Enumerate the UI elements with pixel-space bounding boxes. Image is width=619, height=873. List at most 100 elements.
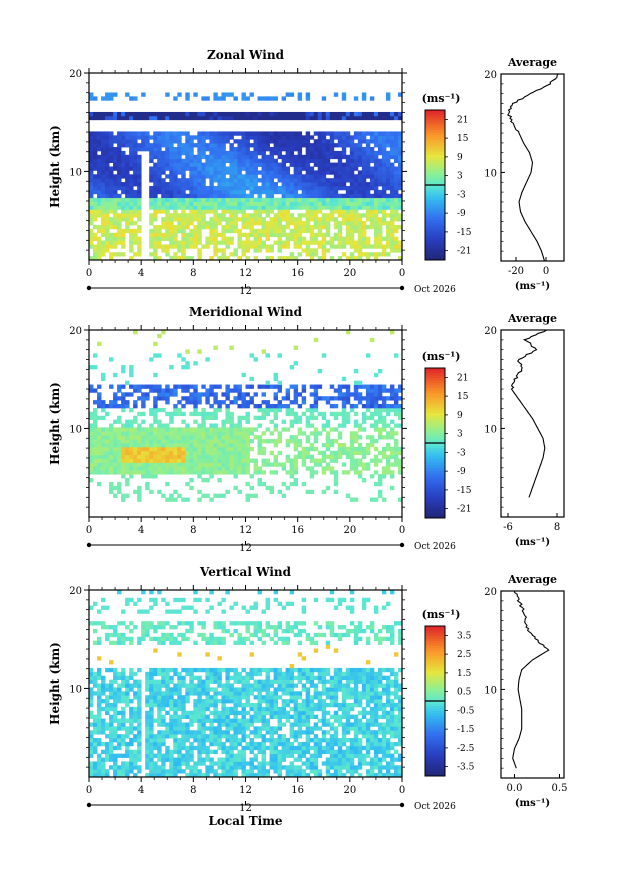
- heatmap-cell: [141, 400, 146, 405]
- heatmap-cell: [293, 442, 299, 448]
- heatmap-cell: [293, 435, 299, 440]
- heatmap-cell: [277, 236, 283, 241]
- heatmap-cell: [133, 691, 138, 696]
- heatmap-cell: [161, 714, 166, 719]
- heatmap-cell: [157, 333, 162, 339]
- heatmap-cell: [361, 178, 367, 183]
- heatmap-cell: [261, 431, 266, 436]
- heatmap-cell: [389, 384, 395, 389]
- heatmap-cell: [165, 609, 170, 614]
- heatmap-cell: [309, 232, 315, 238]
- heatmap-cell: [197, 734, 202, 739]
- heatmap-cell: [165, 213, 170, 218]
- heatmap-cell: [241, 115, 246, 121]
- heatmap-cell: [329, 111, 335, 117]
- heatmap-cell: [217, 150, 222, 156]
- heatmap-cell: [121, 205, 126, 210]
- heatmap-cell: [133, 189, 138, 195]
- heatmap-cell: [117, 388, 122, 393]
- heatmap-cell: [93, 601, 98, 606]
- heatmap-cell: [365, 170, 371, 175]
- heatmap-cell: [173, 597, 178, 603]
- heatmap-cell: [269, 431, 274, 436]
- heatmap-cell: [353, 439, 359, 444]
- profile-frame: [500, 329, 565, 518]
- heatmap-cell: [105, 162, 110, 167]
- heatmap-cell: [373, 423, 379, 428]
- heatmap-cell: [197, 197, 202, 202]
- heatmap-cell: [141, 427, 146, 432]
- heatmap-cell: [225, 446, 230, 452]
- heatmap-cell: [297, 439, 303, 444]
- heatmap-cell: [321, 213, 327, 218]
- heatmap-cell: [329, 213, 335, 218]
- heatmap-cell: [213, 162, 218, 167]
- heatmap-cell: [301, 197, 307, 202]
- heatmap-cell: [117, 147, 122, 152]
- heatmap-cell: [169, 497, 174, 502]
- heatmap-cell: [165, 753, 170, 758]
- heatmap-cell: [193, 185, 198, 191]
- heatmap-cell: [133, 454, 138, 459]
- heatmap-cell: [213, 150, 218, 156]
- heatmap-cell: [101, 726, 106, 731]
- heatmap-cell: [205, 115, 210, 121]
- heatmap-cell: [249, 353, 254, 358]
- heatmap-cell: [169, 636, 174, 642]
- heatmap-cell: [157, 702, 162, 708]
- heatmap-cell: [157, 435, 162, 440]
- heatmap-cell: [145, 384, 150, 389]
- heatmap-cell: [209, 170, 214, 175]
- heatmap-cell: [249, 205, 254, 210]
- colorbar-swatch: [425, 460, 445, 464]
- heatmap-cell: [129, 407, 134, 413]
- heatmap-cell: [217, 213, 222, 218]
- heatmap-cell: [333, 388, 339, 393]
- heatmap-cell: [137, 396, 142, 401]
- heatmap-cell: [213, 466, 218, 471]
- heatmap-cell: [221, 147, 226, 152]
- heatmap-cell: [273, 439, 278, 444]
- heatmap-cell: [197, 458, 202, 463]
- heatmap-cell: [153, 396, 158, 401]
- heatmap-cell: [385, 446, 391, 452]
- heatmap-cell: [229, 205, 234, 210]
- heatmap-cell: [285, 221, 291, 226]
- heatmap-cell: [113, 765, 118, 770]
- heatmap-cell: [305, 96, 311, 101]
- heatmap-cell: [205, 726, 210, 731]
- heatmap-cell: [277, 135, 283, 140]
- heatmap-cell: [217, 667, 222, 673]
- heatmap-cell: [101, 450, 106, 456]
- colorbar-swatch: [425, 430, 445, 434]
- heatmap-cell: [253, 213, 258, 218]
- heatmap-cell: [309, 446, 315, 452]
- heatmap-cell: [253, 201, 258, 206]
- heatmap-cell: [285, 439, 291, 444]
- heatmap-cell: [93, 621, 98, 626]
- heatmap-cell: [221, 442, 226, 448]
- heatmap-cell: [317, 458, 323, 463]
- heatmap-cell: [209, 178, 214, 183]
- heatmap-cell: [221, 201, 226, 206]
- heatmap-cell: [341, 404, 347, 409]
- heatmap-cell: [221, 193, 226, 199]
- heatmap-cell: [165, 745, 170, 751]
- heatmap-cell: [205, 734, 210, 739]
- x-tick-label: 8: [190, 525, 196, 536]
- heatmap-cell: [145, 435, 150, 440]
- heatmap-cell: [137, 197, 142, 202]
- heatmap-cell: [109, 470, 114, 475]
- heatmap-cell: [205, 174, 210, 179]
- heatmap-cell: [201, 178, 206, 183]
- heatmap-cell: [261, 209, 266, 214]
- heatmap-cell: [253, 158, 258, 164]
- heatmap-cell: [125, 193, 130, 199]
- heatmap-cell: [369, 154, 375, 160]
- heatmap-cell: [173, 749, 178, 755]
- heatmap-cell: [153, 174, 158, 179]
- heatmap-cell: [353, 392, 359, 397]
- heatmap-cell: [317, 150, 323, 156]
- heatmap-cell: [321, 450, 327, 456]
- heatmap-cell: [221, 462, 226, 467]
